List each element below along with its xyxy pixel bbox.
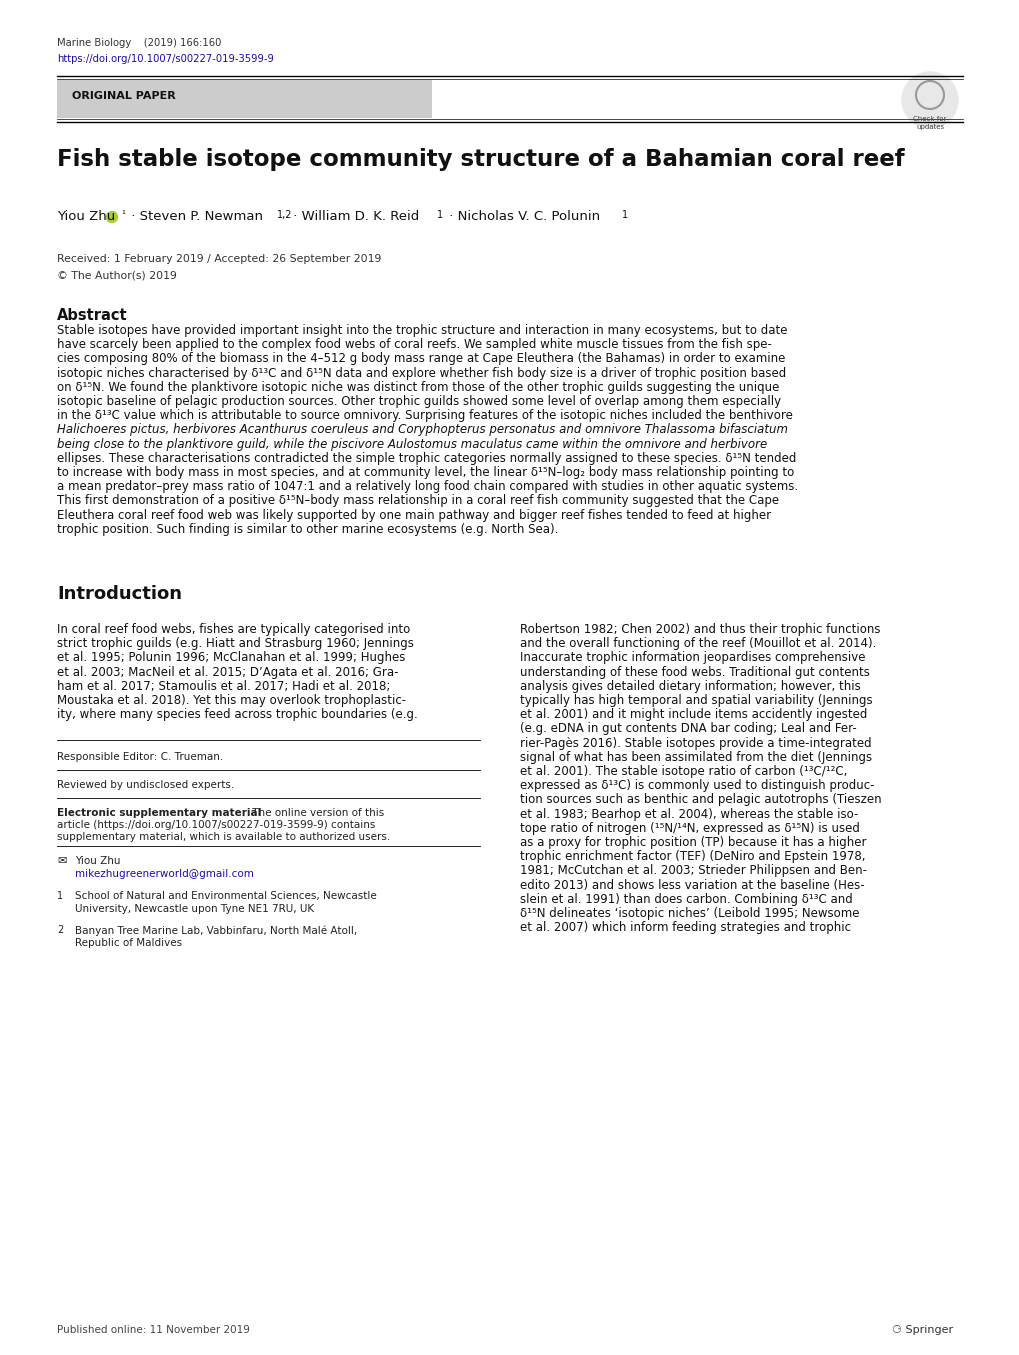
Text: This first demonstration of a positive δ¹⁵N–body mass relationship in a coral re: This first demonstration of a positive δ…: [57, 495, 779, 507]
Text: edito 2013) and shows less variation at the baseline (Hes-: edito 2013) and shows less variation at …: [520, 878, 864, 892]
Text: Electronic supplementary material: Electronic supplementary material: [57, 809, 261, 818]
Text: analysis gives detailed dietary information; however, this: analysis gives detailed dietary informat…: [520, 680, 860, 692]
Text: Halichoeres pictus, herbivores Acanthurus coeruleus and Coryphopterus personatus: Halichoeres pictus, herbivores Acanthuru…: [57, 423, 788, 436]
Text: a mean predator–prey mass ratio of 1047:1 and a relatively long food chain compa: a mean predator–prey mass ratio of 1047:…: [57, 480, 797, 493]
Text: University, Newcastle upon Tyne NE1 7RU, UK: University, Newcastle upon Tyne NE1 7RU,…: [75, 904, 314, 915]
Text: Republic of Maldives: Republic of Maldives: [75, 939, 182, 948]
Text: mikezhugreenerworld@gmail.com: mikezhugreenerworld@gmail.com: [75, 870, 254, 879]
Text: 1: 1: [622, 210, 628, 220]
Text: supplementary material, which is available to authorized users.: supplementary material, which is availab…: [57, 832, 390, 843]
Text: Moustaka et al. 2018). Yet this may overlook trophoplastic-: Moustaka et al. 2018). Yet this may over…: [57, 694, 406, 707]
Text: (e.g. eDNA in gut contents DNA bar coding; Leal and Fer-: (e.g. eDNA in gut contents DNA bar codin…: [520, 722, 856, 736]
Text: trophic enrichment factor (TEF) (DeNiro and Epstein 1978,: trophic enrichment factor (TEF) (DeNiro …: [520, 850, 865, 863]
Text: on δ¹⁵N. We found the planktivore isotopic niche was distinct from those of the : on δ¹⁵N. We found the planktivore isotop…: [57, 381, 779, 394]
Text: et al. 2003; MacNeil et al. 2015; D’Agata et al. 2016; Gra-: et al. 2003; MacNeil et al. 2015; D’Agat…: [57, 665, 398, 679]
Text: · Nicholas V. C. Polunin: · Nicholas V. C. Polunin: [444, 210, 599, 224]
Text: ORIGINAL PAPER: ORIGINAL PAPER: [72, 91, 175, 102]
Bar: [57, 80, 432, 118]
Text: School of Natural and Environmental Sciences, Newcastle: School of Natural and Environmental Scie…: [75, 892, 376, 901]
Circle shape: [901, 72, 957, 127]
Text: being close to the planktivore guild, while the piscivore Aulostomus maculatus c: being close to the planktivore guild, wh…: [57, 438, 766, 451]
Text: et al. 1995; Polunin 1996; McClanahan et al. 1999; Hughes: et al. 1995; Polunin 1996; McClanahan et…: [57, 652, 405, 664]
Text: 1,2: 1,2: [277, 210, 292, 220]
Text: tion sources such as benthic and pelagic autotrophs (Tieszen: tion sources such as benthic and pelagic…: [520, 794, 880, 806]
Text: ity, where many species feed across trophic boundaries (e.g.: ity, where many species feed across trop…: [57, 709, 418, 721]
Text: Yiou Zhu: Yiou Zhu: [57, 210, 115, 224]
Text: Inaccurate trophic information jeopardises comprehensive: Inaccurate trophic information jeopardis…: [520, 652, 865, 664]
Text: cies composing 80% of the biomass in the 4–512 g body mass range at Cape Eleuthe: cies composing 80% of the biomass in the…: [57, 352, 785, 366]
Text: et al. 2007) which inform feeding strategies and trophic: et al. 2007) which inform feeding strate…: [520, 921, 850, 934]
Text: Yiou Zhu: Yiou Zhu: [75, 856, 120, 866]
Text: The online version of this: The online version of this: [249, 809, 384, 818]
Text: Reviewed by undisclosed experts.: Reviewed by undisclosed experts.: [57, 780, 234, 790]
Text: signal of what has been assimilated from the diet (Jennings: signal of what has been assimilated from…: [520, 751, 871, 764]
Text: In coral reef food webs, fishes are typically categorised into: In coral reef food webs, fishes are typi…: [57, 623, 410, 635]
Text: 1981; McCutchan et al. 2003; Strieder Philippsen and Ben-: 1981; McCutchan et al. 2003; Strieder Ph…: [520, 864, 866, 878]
Text: article (https://doi.org/10.1007/s00227-019-3599-9) contains: article (https://doi.org/10.1007/s00227-…: [57, 820, 375, 831]
Text: to increase with body mass in most species, and at community level, the linear δ: to increase with body mass in most speci…: [57, 466, 794, 480]
Text: et al. 1983; Bearhop et al. 2004), whereas the stable iso-: et al. 1983; Bearhop et al. 2004), where…: [520, 808, 858, 821]
Text: ⚆ Springer: ⚆ Springer: [891, 1325, 952, 1335]
Text: Eleuthera coral reef food web was likely supported by one main pathway and bigge: Eleuthera coral reef food web was likely…: [57, 508, 770, 522]
Text: slein et al. 1991) than does carbon. Combining δ¹³C and: slein et al. 1991) than does carbon. Com…: [520, 893, 852, 905]
Text: Stable isotopes have provided important insight into the trophic structure and i: Stable isotopes have provided important …: [57, 324, 787, 337]
Text: tope ratio of nitrogen (¹⁵N/¹⁴N, expressed as δ¹⁵N) is used: tope ratio of nitrogen (¹⁵N/¹⁴N, express…: [520, 821, 859, 835]
Text: have scarcely been applied to the complex food webs of coral reefs. We sampled w: have scarcely been applied to the comple…: [57, 339, 771, 351]
Text: Abstract: Abstract: [57, 308, 127, 322]
Text: Robertson 1982; Chen 2002) and thus their trophic functions: Robertson 1982; Chen 2002) and thus thei…: [520, 623, 879, 635]
Text: typically has high temporal and spatial variability (Jennings: typically has high temporal and spatial …: [520, 694, 872, 707]
Text: 1: 1: [436, 210, 442, 220]
Text: et al. 2001). The stable isotope ratio of carbon (¹³C/¹²C,: et al. 2001). The stable isotope ratio o…: [520, 766, 847, 778]
Text: isotopic baseline of pelagic production sources. Other trophic guilds showed som: isotopic baseline of pelagic production …: [57, 396, 781, 408]
Text: strict trophic guilds (e.g. Hiatt and Strasburg 1960; Jennings: strict trophic guilds (e.g. Hiatt and St…: [57, 637, 414, 650]
Text: Banyan Tree Marine Lab, Vabbinfaru, North Malé Atoll,: Banyan Tree Marine Lab, Vabbinfaru, Nort…: [75, 925, 357, 936]
Text: Marine Biology    (2019) 166:160: Marine Biology (2019) 166:160: [57, 38, 221, 47]
Text: 1: 1: [57, 892, 63, 901]
Text: et al. 2001) and it might include items accidently ingested: et al. 2001) and it might include items …: [520, 709, 866, 721]
Text: ¹: ¹: [121, 210, 124, 220]
Text: Check for
updates: Check for updates: [912, 117, 946, 130]
Text: https://doi.org/10.1007/s00227-019-3599-9: https://doi.org/10.1007/s00227-019-3599-…: [57, 54, 274, 64]
Text: ellipses. These characterisations contradicted the simple trophic categories nor: ellipses. These characterisations contra…: [57, 451, 796, 465]
Text: trophic position. Such finding is similar to other marine ecosystems (e.g. North: trophic position. Such finding is simila…: [57, 523, 557, 535]
Text: · Steven P. Newman: · Steven P. Newman: [127, 210, 263, 224]
Text: expressed as δ¹³C) is commonly used to distinguish produc-: expressed as δ¹³C) is commonly used to d…: [520, 779, 873, 793]
Text: δ¹⁵N delineates ‘isotopic niches’ (Leibold 1995; Newsome: δ¹⁵N delineates ‘isotopic niches’ (Leibo…: [520, 906, 859, 920]
Text: 2: 2: [57, 925, 63, 935]
Text: ✉: ✉: [57, 856, 66, 866]
Text: © The Author(s) 2019: © The Author(s) 2019: [57, 270, 176, 280]
Text: Responsible Editor: C. Trueman.: Responsible Editor: C. Trueman.: [57, 752, 223, 763]
Text: as a proxy for trophic position (TP) because it has a higher: as a proxy for trophic position (TP) bec…: [520, 836, 866, 850]
Text: Fish stable isotope community structure of a Bahamian coral reef: Fish stable isotope community structure …: [57, 148, 904, 171]
Circle shape: [106, 211, 117, 222]
Text: isotopic niches characterised by δ¹³C and δ¹⁵N data and explore whether fish bod: isotopic niches characterised by δ¹³C an…: [57, 367, 786, 379]
Text: understanding of these food webs. Traditional gut contents: understanding of these food webs. Tradit…: [520, 665, 869, 679]
Text: rier-Pagès 2016). Stable isotopes provide a time-integrated: rier-Pagès 2016). Stable isotopes provid…: [520, 737, 871, 749]
Text: Received: 1 February 2019 / Accepted: 26 September 2019: Received: 1 February 2019 / Accepted: 26…: [57, 253, 381, 264]
Text: · William D. K. Reid: · William D. K. Reid: [288, 210, 419, 224]
Text: Introduction: Introduction: [57, 585, 181, 603]
Text: ham et al. 2017; Stamoulis et al. 2017; Hadi et al. 2018;: ham et al. 2017; Stamoulis et al. 2017; …: [57, 680, 390, 692]
Text: and the overall functioning of the reef (Mouillot et al. 2014).: and the overall functioning of the reef …: [520, 637, 875, 650]
Text: in the δ¹³C value which is attributable to source omnivory. Surprising features : in the δ¹³C value which is attributable …: [57, 409, 792, 423]
Text: Published online: 11 November 2019: Published online: 11 November 2019: [57, 1325, 250, 1335]
